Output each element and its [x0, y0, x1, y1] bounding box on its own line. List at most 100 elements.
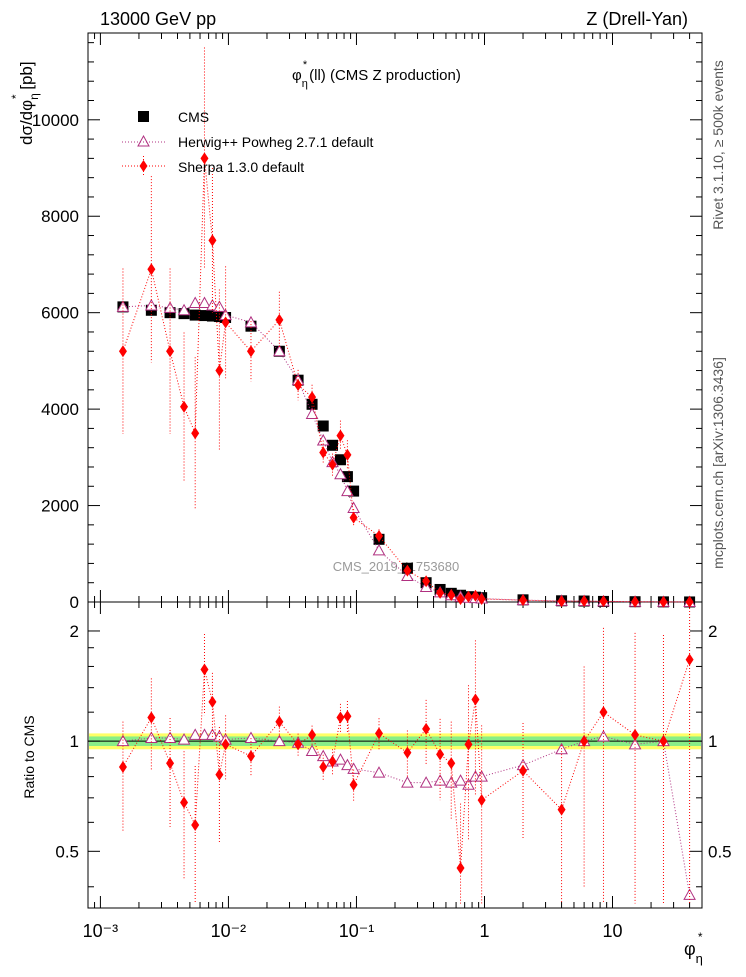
herwig-ratio-point: [177, 733, 191, 745]
title-sub: η: [302, 78, 308, 90]
herwig-ratio-point: [372, 766, 386, 778]
cms-point: [334, 454, 346, 466]
herwig-ratio-point: [401, 776, 414, 788]
herwig-point: [177, 303, 191, 316]
axes-group: 10⁻³ 10⁻² 10⁻¹ 1 10 0 2000 4000 6000 8000 10000 0.5…: [32, 33, 732, 941]
cms-point: [341, 471, 353, 483]
legend-herwig-label: Herwig++ Powheg 2.7.1 default: [178, 134, 373, 150]
sherpa-ratio-point: [599, 706, 608, 719]
header-left: 13000 GeV pp: [100, 9, 216, 29]
y-tick-label: 4000: [41, 400, 79, 419]
sherpa-line: [122, 158, 690, 603]
sherpa-point: [477, 592, 486, 605]
sherpa-ratio-point: [147, 711, 156, 724]
sherpa-ratio-point: [215, 768, 224, 781]
sherpa-ratio-point: [328, 755, 337, 768]
sherpa-point: [631, 595, 640, 608]
herwig-point: [341, 484, 354, 497]
sherpa-point: [659, 595, 668, 608]
sherpa-point: [294, 379, 303, 392]
herwig-ratio-point: [419, 776, 433, 788]
herwig-point: [372, 543, 386, 556]
cms-point: [327, 439, 339, 451]
sherpa-point: [456, 592, 465, 605]
y-tick-label: 0: [70, 593, 79, 612]
x-tick-label: 10⁻³: [83, 921, 119, 941]
sherpa-ratio-point: [349, 778, 358, 791]
herwig-line: [122, 302, 690, 603]
sherpa-point: [685, 595, 694, 608]
sherpa-ratio-point: [631, 728, 640, 741]
sherpa-ratio-point: [375, 727, 384, 740]
sherpa-point: [580, 595, 589, 608]
sherpa-point: [166, 345, 175, 358]
sherpa-ratio-point: [403, 746, 412, 759]
cms-point: [317, 420, 329, 432]
herwig-ratio-point: [244, 731, 258, 743]
ratio-frame: [87, 601, 703, 909]
ratio-tick-label-right: 1: [708, 732, 717, 751]
herwig-point: [316, 433, 330, 446]
sherpa-ratio-point: [464, 738, 473, 751]
herwig-ratio-point: [628, 737, 642, 750]
sherpa-point: [215, 364, 224, 377]
sherpa-point: [464, 590, 473, 603]
herwig-ratio-point: [454, 774, 467, 786]
sherpa-point: [599, 595, 608, 608]
herwig-point: [198, 296, 211, 309]
sherpa-point: [336, 429, 345, 442]
sherpa-point: [308, 391, 317, 404]
sherpa-ratio-point: [659, 735, 668, 748]
sherpa-point: [349, 511, 358, 524]
sherpa-ratio-point: [685, 653, 694, 666]
herwig-ratio-point: [341, 758, 354, 771]
y-tick-label: 6000: [41, 304, 79, 323]
title-sup: *: [303, 59, 308, 71]
herwig-ratio-point: [188, 728, 202, 740]
ratio-tick-label-right: 0.5: [708, 842, 732, 861]
sherpa-ratio-point: [191, 819, 200, 832]
sherpa-ratio-point: [319, 760, 328, 773]
herwig-point: [145, 298, 158, 311]
y-tick-label: 10000: [32, 111, 79, 130]
herwig-point: [188, 296, 202, 309]
herwig-ratio-point: [198, 728, 211, 740]
herwig-point: [163, 301, 177, 313]
sherpa-point: [118, 345, 127, 358]
x-tick-label: 1: [479, 921, 489, 941]
x-tick-label: 10⁻²: [211, 921, 247, 941]
herwig-ratio-point: [475, 770, 488, 782]
sherpa-ratio-point: [471, 693, 480, 706]
sherpa-ratio-point: [456, 862, 465, 875]
sherpa-ratio-point: [336, 711, 345, 724]
y-tick-label: 2000: [41, 497, 79, 516]
main-ylabel: dσ/dφη* [pb]: [9, 61, 41, 145]
sherpa-ratio-point: [166, 757, 175, 770]
herwig-point: [334, 467, 347, 480]
sherpa-ratio-point: [180, 796, 189, 809]
herwig-ratio-point: [206, 728, 219, 740]
herwig-ratio-line: [122, 734, 691, 896]
sherpa-point: [343, 448, 352, 461]
legend-cms-marker: [138, 111, 149, 122]
y-tick-label: 8000: [41, 207, 79, 226]
herwig-ratio-point: [334, 753, 347, 765]
title-phi: φ: [292, 67, 302, 84]
sherpa-point: [436, 586, 445, 599]
ratio-tick-label-left: 1: [70, 732, 79, 751]
sherpa-point: [422, 575, 431, 588]
sherpa-ratio-point: [580, 735, 589, 748]
sherpa-point: [221, 316, 230, 329]
sherpa-ratio-point: [422, 722, 431, 735]
x-tick-label: 10⁻¹: [339, 921, 375, 941]
sherpa-point: [200, 152, 209, 165]
ratio-ylabel: Ratio to CMS: [21, 715, 37, 798]
herwig-point: [273, 344, 286, 357]
x-axis-label: φη*: [684, 930, 703, 966]
sherpa-ratio-point: [221, 738, 230, 751]
title-rest: (ll) (CMS Z production): [309, 67, 461, 84]
sherpa-point: [191, 427, 200, 440]
sherpa-ratio-point: [246, 750, 255, 763]
cms-point: [206, 310, 218, 322]
